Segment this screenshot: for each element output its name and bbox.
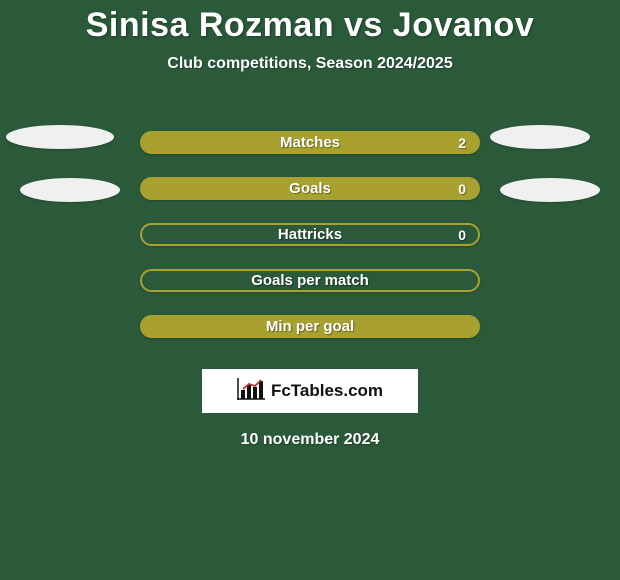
- decorative-ellipse: [500, 178, 600, 202]
- stat-value: 2: [458, 133, 466, 152]
- stat-row: Min per goal: [0, 303, 620, 349]
- stat-value: 0: [458, 225, 466, 244]
- stat-bar: Hattricks0: [140, 223, 480, 246]
- stats-rows: Matches2Goals0Hattricks0Goals per matchM…: [0, 119, 620, 349]
- decorative-ellipse: [490, 125, 590, 149]
- logo-text: FcTables.com: [271, 381, 383, 401]
- logo-box: FcTables.com: [202, 369, 418, 413]
- logo-chart-icon: [237, 378, 265, 405]
- stat-row: Goals per match: [0, 257, 620, 303]
- date-text: 10 november 2024: [0, 431, 620, 449]
- stat-label: Min per goal: [142, 317, 478, 336]
- stat-bar: Goals0: [140, 177, 480, 200]
- stat-label: Goals: [142, 179, 478, 198]
- subtitle: Club competitions, Season 2024/2025: [0, 55, 620, 73]
- stat-row: Hattricks0: [0, 211, 620, 257]
- decorative-ellipse: [6, 125, 114, 149]
- page-title: Sinisa Rozman vs Jovanov: [0, 0, 620, 45]
- stat-value: 0: [458, 179, 466, 198]
- decorative-ellipse: [20, 178, 120, 202]
- stat-bar: Matches2: [140, 131, 480, 154]
- stat-label: Hattricks: [142, 225, 478, 244]
- stat-label: Matches: [142, 133, 478, 152]
- stat-bar: Goals per match: [140, 269, 480, 292]
- stat-bar: Min per goal: [140, 315, 480, 338]
- stat-label: Goals per match: [142, 271, 478, 290]
